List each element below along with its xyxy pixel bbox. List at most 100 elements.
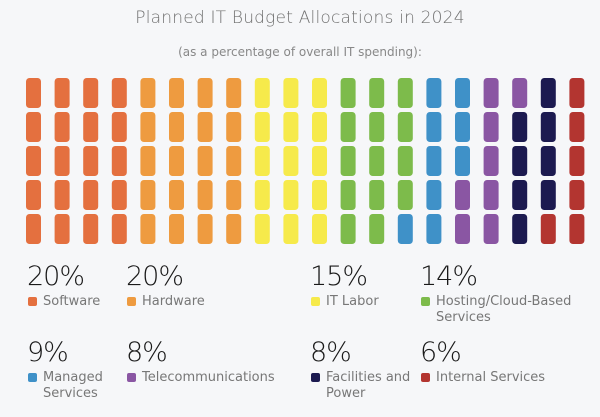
waffle-cell <box>54 146 70 176</box>
waffle-cell <box>283 214 299 244</box>
waffle-cell <box>512 180 528 210</box>
waffle-cell <box>569 112 585 142</box>
legend-swatch <box>421 373 430 382</box>
waffle-cell <box>397 78 413 108</box>
waffle-cell <box>369 180 385 210</box>
legend-label: Software <box>27 294 100 310</box>
waffle-cell <box>455 78 470 108</box>
waffle-cell <box>426 112 442 142</box>
legend-swatch <box>28 297 37 306</box>
legend-swatch <box>311 373 320 382</box>
waffle-cell <box>283 78 299 108</box>
waffle-cell <box>83 78 99 108</box>
legend-swatch <box>28 373 37 382</box>
waffle-cell <box>569 214 585 244</box>
waffle-cell <box>483 146 499 176</box>
waffle-cell <box>483 214 499 244</box>
waffle-cell <box>283 112 299 142</box>
waffle-cell <box>54 214 70 244</box>
waffle-cell <box>83 112 99 142</box>
waffle-cell <box>26 180 41 210</box>
legend-swatch <box>127 373 136 382</box>
waffle-cell <box>140 146 156 176</box>
waffle-cell <box>397 214 413 244</box>
waffle-cell <box>455 180 470 210</box>
legend-value: 6% <box>420 337 462 368</box>
waffle-cell <box>169 112 184 142</box>
waffle-cell <box>369 146 385 176</box>
legend-name: Internal Services <box>436 370 546 385</box>
waffle-cell <box>369 78 385 108</box>
waffle-cell <box>340 78 356 108</box>
legend-label: Hardware <box>126 294 205 310</box>
waffle-cell <box>226 214 242 244</box>
legend-value: 20% <box>126 261 184 292</box>
waffle-cell <box>26 78 41 108</box>
waffle-cell <box>512 78 528 108</box>
waffle-cell <box>312 214 327 244</box>
waffle-cell <box>140 180 156 210</box>
legend-label: Hosting/Cloud-Based Services <box>420 294 596 326</box>
waffle-cell <box>111 214 127 244</box>
waffle-cell <box>512 112 528 142</box>
waffle-cell <box>369 214 385 244</box>
waffle-cell <box>111 180 127 210</box>
waffle-cell <box>569 78 585 108</box>
waffle-cell <box>169 180 184 210</box>
waffle-cell <box>169 146 184 176</box>
waffle-cell <box>197 214 213 244</box>
waffle-cell <box>312 78 327 108</box>
legend-name: Software <box>43 294 101 309</box>
waffle-cell <box>83 146 99 176</box>
legend-item: 15% IT Labor <box>310 262 379 310</box>
waffle-cell <box>540 214 556 244</box>
waffle-cell <box>254 112 270 142</box>
legend-item: 14% Hosting/Cloud-Based Services <box>420 262 596 326</box>
legend-item: 9% Managed Services <box>27 338 133 402</box>
legend-item: 8% Telecommunications <box>126 338 275 386</box>
waffle-cell <box>226 78 242 108</box>
waffle-cell <box>54 78 70 108</box>
waffle-cell <box>254 180 270 210</box>
legend-swatch <box>127 297 136 306</box>
legend-name: IT Labor <box>326 294 379 309</box>
legend-label: Internal Services <box>420 370 545 386</box>
waffle-cell <box>226 180 242 210</box>
legend-item: 20% Hardware <box>126 262 205 310</box>
waffle-cell <box>197 112 213 142</box>
legend-value: 8% <box>126 337 168 368</box>
waffle-cell <box>26 146 41 176</box>
waffle-cell <box>569 180 585 210</box>
waffle-cell <box>540 78 556 108</box>
waffle-cell <box>369 112 385 142</box>
waffle-cell <box>111 78 127 108</box>
legend-swatch <box>421 297 430 306</box>
waffle-cell <box>26 214 41 244</box>
waffle-cell <box>54 112 70 142</box>
legend-value: 15% <box>310 261 368 292</box>
waffle-cell <box>254 146 270 176</box>
legend-name: Hardware <box>142 294 205 309</box>
waffle-cell <box>340 112 356 142</box>
legend-value: 14% <box>420 261 478 292</box>
waffle-cell <box>483 78 499 108</box>
waffle-cell <box>512 214 528 244</box>
waffle-cell <box>283 180 299 210</box>
legend-label: Managed Services <box>27 370 133 402</box>
legend-value: 8% <box>310 337 352 368</box>
legend-item: 8% Facilities and Power <box>310 338 416 402</box>
waffle-cell <box>340 180 356 210</box>
waffle-cell <box>426 214 442 244</box>
waffle-grid <box>26 78 585 244</box>
legend-swatch <box>311 297 320 306</box>
legend-name: Telecommunications <box>142 370 275 385</box>
waffle-cell <box>540 146 556 176</box>
legend-item: 20% Software <box>27 262 100 310</box>
waffle-cell <box>540 180 556 210</box>
waffle-cell <box>283 146 299 176</box>
waffle-cell <box>169 214 184 244</box>
waffle-cell <box>111 146 127 176</box>
waffle-cell <box>83 180 99 210</box>
waffle-cell <box>426 180 442 210</box>
legend-label: IT Labor <box>310 294 379 310</box>
